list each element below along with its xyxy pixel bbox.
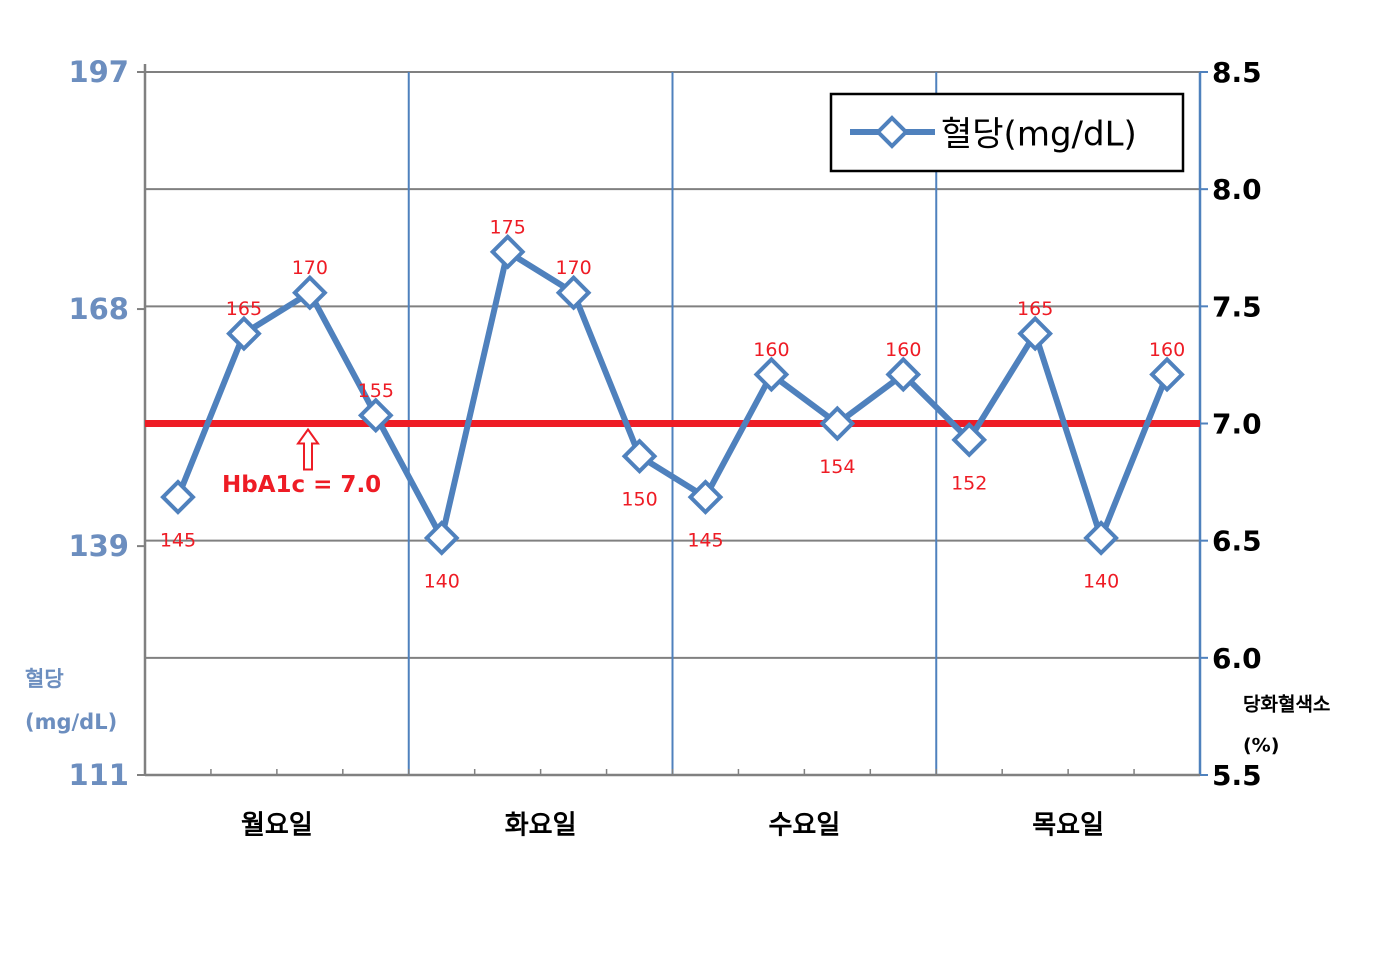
data-label: 160 [885,339,921,361]
marker [951,422,988,458]
data-label: 160 [753,339,789,361]
data-label: 165 [1017,298,1053,320]
x-tick-label: 월요일 [241,811,313,841]
marker [687,479,724,515]
marker [226,315,262,352]
y2-tick-label: 6.0 [1212,642,1262,675]
data-label: 165 [226,298,262,320]
x-tick-label: 화요일 [505,811,577,841]
series-line [175,248,1170,541]
data-label: 155 [358,380,394,402]
marker [819,405,856,442]
marker [1083,520,1119,556]
y-tick-label: 197 [68,55,129,89]
y-tick-label: 111 [68,758,129,792]
reference-arrow [296,427,320,471]
y-tick-label: 139 [68,529,129,563]
marker [423,520,460,556]
legend-marker [875,115,909,149]
marker [621,438,658,475]
y2-axis-title: (%) [1243,735,1279,757]
y-axis-title: (mg/dL) [25,710,117,734]
data-label: 175 [490,216,526,238]
data-label: 170 [555,257,591,279]
y2-tick-label: 8.5 [1212,56,1262,89]
marker [555,274,592,311]
y2-tick-label: 8.0 [1212,173,1262,206]
y-tick-label: 168 [68,292,129,326]
y2-tick-label: 5.5 [1212,759,1262,792]
y2-tick-label: 7.0 [1212,408,1262,441]
x-tick-label: 수요일 [768,811,840,841]
data-label: 140 [1083,570,1119,592]
data-label: 150 [621,489,657,511]
data-label: 152 [951,472,987,494]
y2-tick-label: 7.5 [1212,290,1262,323]
marker [160,479,196,515]
y2-axis-title: 당화혈색소 [1243,693,1330,716]
y2-tick-label: 6.5 [1212,525,1262,558]
marker [1149,356,1185,393]
data-label: 140 [424,570,460,592]
marker [1017,315,1053,352]
data-label: 154 [819,456,855,478]
marker [489,234,526,270]
marker [292,274,328,311]
y-axis-title: 혈당 [25,667,64,691]
marker [357,397,394,434]
data-label: 145 [160,530,196,552]
reference-label: HbA1c = 7.0 [222,472,381,498]
marker [753,356,790,393]
legend-label: 혈당(mg/dL) [941,115,1137,155]
data-label: 145 [687,530,723,552]
x-tick-label: 목요일 [1032,811,1104,841]
marker [885,356,922,393]
data-label: 160 [1149,339,1185,361]
data-label: 170 [292,257,328,279]
